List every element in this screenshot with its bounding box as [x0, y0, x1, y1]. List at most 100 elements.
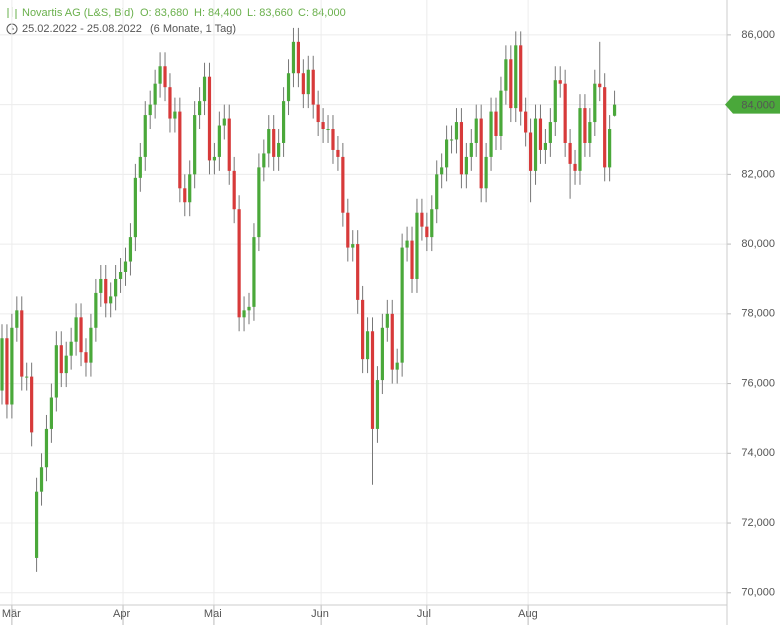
candle-body [212, 156, 217, 161]
candle-body [296, 41, 300, 74]
candle-body [148, 104, 152, 116]
candle-body [519, 45, 523, 112]
candle-body [543, 142, 547, 150]
candle-body [34, 491, 39, 558]
candle-body [49, 397, 53, 429]
candle-body [94, 292, 98, 328]
candle-body [207, 76, 212, 161]
candle-body [459, 122, 464, 175]
candle-body [435, 174, 439, 210]
candle-body [538, 118, 543, 150]
candle-body [227, 118, 231, 171]
candle-body [494, 111, 498, 136]
candle-body [123, 261, 128, 272]
candle-body [198, 101, 202, 116]
candle-body [499, 90, 503, 136]
candle-body [326, 129, 330, 131]
candle-body [301, 73, 305, 95]
candle-body [178, 111, 182, 189]
candle-body [484, 156, 488, 189]
candle-body [5, 338, 9, 405]
candle-body [370, 331, 375, 429]
candle-body [25, 376, 29, 378]
candle-body [449, 139, 454, 141]
candle-body [440, 167, 444, 175]
last-price-marker [725, 95, 780, 114]
y-tick-label: 78,000 [741, 308, 775, 320]
candle-body [272, 129, 276, 157]
candle-body [183, 188, 187, 203]
candle-body [242, 310, 246, 318]
candle-body [267, 129, 271, 154]
candle-body [341, 156, 345, 213]
candle-body [79, 317, 83, 353]
candle-body [509, 59, 513, 109]
candle-body [44, 428, 49, 468]
x-tick-label: Mai [204, 608, 222, 620]
candle-body [217, 125, 221, 157]
candle-body [598, 83, 602, 88]
candle-body [10, 327, 14, 405]
candle-body [385, 313, 389, 328]
candle-body [15, 310, 19, 328]
candle-body [336, 149, 340, 157]
candle-body [232, 170, 236, 210]
candle-body [415, 212, 419, 279]
x-tick-label: Jul [417, 608, 431, 620]
candle-body [351, 244, 355, 248]
y-tick-label: 72,000 [741, 517, 775, 529]
y-tick-label: 82,000 [741, 168, 775, 180]
candle-body [286, 73, 291, 102]
candle-body [489, 111, 493, 157]
candle-body [608, 129, 612, 168]
candle-body [311, 69, 315, 105]
candle-body [573, 163, 577, 171]
y-tick-label: 74,000 [741, 447, 775, 459]
candle-body [464, 156, 468, 175]
candle-body [410, 240, 414, 279]
candle-body [306, 69, 310, 95]
candle-body [252, 237, 256, 307]
candle-body [138, 156, 142, 178]
candle-body [533, 118, 538, 171]
candle-body [128, 237, 133, 262]
candle-body [104, 278, 108, 304]
candle-body [30, 376, 34, 433]
candle-body [553, 80, 557, 123]
candle-body [237, 209, 241, 318]
candle-body [163, 66, 167, 88]
candle-body [114, 278, 118, 297]
candle-body [588, 122, 592, 143]
candle-body [188, 174, 192, 203]
candle-body [277, 142, 281, 157]
candle-body [99, 278, 103, 293]
candle-body [39, 467, 44, 492]
candle-body [321, 122, 325, 130]
candle-body [346, 212, 350, 248]
y-tick-label: 80,000 [741, 238, 775, 250]
candle-body [133, 177, 137, 238]
candle-body [316, 104, 320, 123]
candle-body [603, 87, 607, 168]
candle-body [405, 240, 409, 248]
candle-body [454, 122, 459, 140]
x-tick-label: Mär [2, 608, 21, 620]
candle-body [331, 129, 335, 150]
candle-body [528, 132, 533, 171]
candle-body [514, 45, 518, 109]
candle-body [395, 362, 399, 370]
candle-body [356, 244, 360, 300]
y-tick-label: 70,000 [741, 587, 775, 599]
candle-body [257, 167, 261, 238]
y-tick-label: 86,000 [741, 29, 775, 41]
candle-body [64, 355, 68, 374]
candle-body [593, 83, 597, 123]
candle-body [222, 118, 226, 126]
candle-body [54, 345, 58, 398]
candle-body [583, 108, 587, 143]
y-tick-label: 76,000 [741, 377, 775, 389]
candle-body [89, 327, 93, 363]
candle-body [612, 104, 617, 116]
candle-body [390, 313, 394, 370]
